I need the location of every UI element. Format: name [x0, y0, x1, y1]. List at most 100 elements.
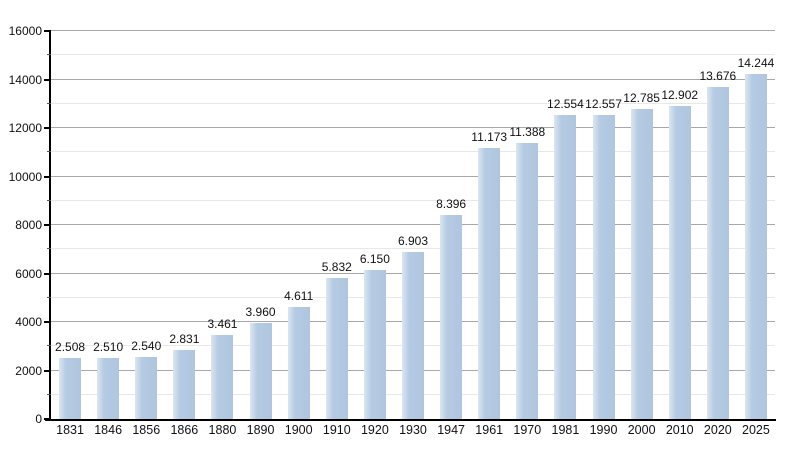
x-tick-label: 1890	[246, 423, 275, 437]
major-gridline	[51, 224, 775, 225]
bar-value-label: 8.396	[436, 197, 467, 212]
bar-value-label: 6.150	[359, 251, 390, 266]
bar-slot: 2.510	[89, 31, 127, 419]
bar-slot: 5.832	[318, 31, 356, 419]
x-tick-label: 1947	[437, 423, 465, 437]
x-axis-labels: 1831 1846 1856 1866 1880 1890 1900 1910 1920 1930…	[51, 423, 775, 443]
bar-1866	[173, 350, 196, 419]
y-axis-major-tick	[44, 369, 51, 372]
y-tick-label: 16000	[8, 24, 42, 38]
bar-slot: 13.676	[699, 31, 737, 419]
bar-slot: 12.554	[546, 31, 584, 419]
y-tick-label: 10000	[8, 169, 42, 184]
bar-2000	[630, 108, 653, 419]
minor-gridline	[51, 102, 775, 104]
x-tick-label: 1900	[284, 423, 313, 437]
bar-value-label: 2.540	[131, 339, 162, 354]
plot-area: 2.508 2.510 2.540 2.831 3.461 3.960 4.611 5.832…	[51, 30, 775, 419]
bar-value-label: 11.173	[471, 130, 508, 145]
bar-value-label: 12.785	[623, 90, 660, 105]
y-axis-minor-tick	[47, 296, 51, 298]
y-axis-minor-tick	[47, 151, 51, 153]
x-tick-label: 1846	[94, 423, 123, 437]
y-axis-major-tick	[44, 224, 51, 226]
x-tick-label: 1856	[132, 423, 161, 437]
major-gridline	[51, 30, 775, 31]
bar-slot: 12.557	[584, 31, 622, 419]
y-tick-label: 14000	[8, 72, 42, 87]
bar-value-label: 2.831	[169, 332, 200, 347]
y-axis-minor-tick	[47, 102, 51, 104]
x-tick-label: 1990	[589, 423, 618, 437]
y-tick-label: 12000	[8, 121, 42, 135]
bar-slot: 12.902	[661, 31, 699, 419]
x-tick-label: 1880	[208, 423, 237, 437]
bar-2025	[744, 73, 767, 419]
minor-gridline	[51, 151, 775, 153]
bar-1930	[401, 251, 424, 419]
bar-slot: 11.173	[470, 31, 508, 419]
bar-slot: 2.831	[165, 31, 203, 419]
bar-value-label: 12.554	[547, 96, 584, 111]
bar-1910	[325, 277, 348, 419]
x-tick-label: 1961	[475, 423, 504, 437]
y-tick-label: 4000	[15, 315, 42, 329]
bar-1970	[516, 142, 539, 419]
bar-value-label: 2.508	[55, 340, 86, 355]
minor-gridline	[51, 199, 775, 201]
y-axis-minor-tick	[47, 345, 51, 347]
bar-1846	[97, 358, 120, 419]
x-tick-label: 2025	[742, 423, 770, 437]
y-axis-minor-tick	[47, 54, 51, 56]
minor-gridline	[51, 54, 775, 56]
bar-slot: 6.903	[394, 31, 432, 419]
bar-value-label: 12.902	[661, 88, 699, 103]
bar-slot: 14.244	[737, 31, 775, 419]
bar-value-label: 3.461	[207, 317, 238, 332]
x-axis-line	[45, 419, 776, 421]
y-axis-major-tick	[44, 127, 51, 129]
y-axis-line	[49, 31, 51, 421]
bar-1920	[363, 269, 386, 419]
x-tick-label: 1866	[170, 423, 199, 437]
bar-slot: 4.611	[280, 31, 318, 419]
y-tick-label: 2000	[15, 363, 42, 378]
y-axis-minor-tick	[47, 393, 51, 395]
y-axis-minor-tick	[47, 248, 51, 250]
bar-slot: 3.461	[203, 31, 241, 419]
x-tick-label: 1930	[399, 423, 427, 437]
bar-slot: 8.396	[432, 31, 470, 419]
bar-slot: 3.960	[242, 31, 280, 419]
major-gridline	[51, 78, 775, 80]
x-tick-label: 1910	[322, 423, 351, 437]
bar-1947	[440, 215, 463, 419]
bar-value-label: 13.676	[699, 69, 737, 84]
x-tick-label: 1981	[551, 423, 580, 437]
bar-value-label: 2.510	[93, 340, 124, 355]
x-tick-label: 2020	[703, 423, 732, 437]
x-tick-label: 2000	[627, 423, 656, 437]
y-axis-major-tick	[44, 418, 51, 420]
bar-value-label: 12.557	[585, 96, 622, 111]
bar-value-label: 3.960	[245, 304, 276, 319]
bar-1961	[478, 148, 501, 419]
major-gridline	[51, 127, 775, 128]
bar-1890	[249, 322, 272, 419]
bar-1831	[59, 358, 82, 419]
minor-gridline	[51, 248, 775, 250]
bar-slot: 12.785	[623, 31, 661, 419]
y-axis-major-tick	[44, 78, 51, 81]
bar-value-label: 4.611	[284, 289, 314, 304]
x-tick-label: 2010	[665, 423, 694, 437]
y-axis-major-tick	[44, 175, 51, 178]
bar-slot: 2.508	[51, 31, 89, 419]
bar-1856	[135, 357, 158, 419]
bar-slot: 2.540	[127, 31, 165, 419]
bar-2020	[706, 87, 729, 419]
bar-value-label: 6.903	[397, 233, 428, 248]
bar-slot: 11.388	[508, 31, 546, 419]
bar-1990	[592, 114, 615, 419]
bar-value-label: 14.244	[737, 55, 775, 70]
y-axis-major-tick	[44, 321, 51, 323]
bar-1900	[287, 307, 310, 419]
